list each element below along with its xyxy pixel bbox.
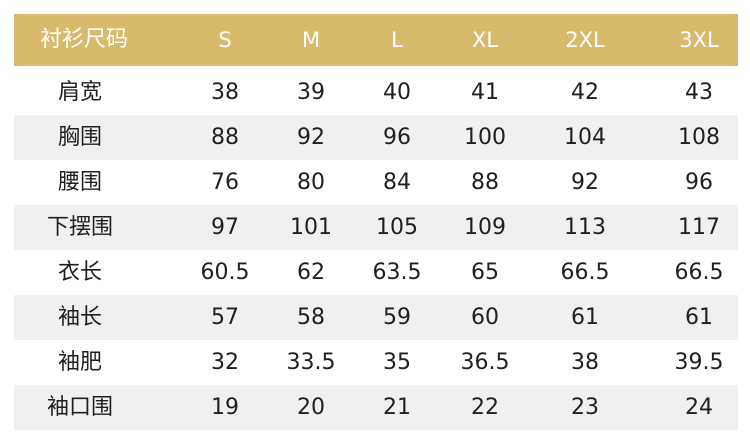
table-cell: 92: [297, 125, 325, 150]
header-cell-3xl: 3XL: [679, 28, 719, 52]
table-cell: 24: [685, 395, 713, 420]
table-cell: 63.5: [372, 260, 422, 285]
table-cell: 60: [471, 305, 499, 330]
table-cell: 96: [383, 125, 411, 150]
table-cell: 88: [211, 125, 239, 150]
table-cell: 36.5: [460, 350, 510, 375]
table-cell: 38: [211, 80, 239, 105]
table-cell: 40: [383, 80, 411, 105]
table-cell: 117: [678, 215, 720, 240]
table-cell: 38: [571, 350, 599, 375]
row-label: 胸围: [57, 125, 102, 150]
table-cell: 42: [571, 80, 599, 105]
table-cell: 101: [290, 215, 332, 240]
table-cell: 113: [564, 215, 606, 240]
header-row: 衬衫尺码 S M L XL 2XL 3XL: [14, 14, 738, 66]
table-cell: 100: [464, 125, 506, 150]
table-cell: 43: [685, 80, 713, 105]
header-cell-xl: XL: [471, 28, 499, 52]
table-cell: 76: [211, 170, 239, 195]
table-row-sleeve-length: 袖长 57 58 59 60 61 61: [14, 295, 738, 340]
table-cell: 57: [211, 305, 239, 330]
table-row-shoulder-width: 肩宽 38 39 40 41 42 43: [14, 70, 738, 115]
table-cell: 23: [571, 395, 599, 420]
table-cell: 96: [685, 170, 713, 195]
table-cell: 66.5: [674, 260, 724, 285]
header-cell-2xl: 2XL: [565, 28, 605, 52]
row-label: 袖肥: [57, 350, 102, 375]
table-cell: 22: [471, 395, 499, 420]
table-row-length: 衣长 60.5 62 63.5 65 66.5 66.5: [14, 250, 738, 295]
table-row-cuff: 袖口围 19 20 21 22 23 24: [14, 385, 738, 430]
table-cell: 66.5: [560, 260, 610, 285]
table-cell: 60.5: [200, 260, 250, 285]
size-chart-table: 衬衫尺码 S M L XL 2XL 3XL 肩宽 38 39 40 41 42 …: [14, 14, 738, 430]
table-cell: 105: [376, 215, 418, 240]
header-cell-shirt-size: 衬衫尺码: [39, 27, 128, 52]
row-label: 袖口围: [46, 395, 113, 420]
row-label: 下摆围: [46, 215, 113, 240]
table-cell: 80: [297, 170, 325, 195]
table-cell: 61: [571, 305, 599, 330]
table-cell: 97: [211, 215, 239, 240]
table-cell: 92: [571, 170, 599, 195]
table-cell: 21: [383, 395, 411, 420]
row-label: 衣长: [57, 260, 102, 285]
table-cell: 109: [464, 215, 506, 240]
table-cell: 58: [297, 305, 325, 330]
table-row-waist: 腰围 76 80 84 88 92 96: [14, 160, 738, 205]
table-cell: 108: [678, 125, 720, 150]
row-label: 腰围: [57, 170, 102, 195]
table-cell: 41: [471, 80, 499, 105]
table-row-chest: 胸围 88 92 96 100 104 108: [14, 115, 738, 160]
table-cell: 19: [211, 395, 239, 420]
table-cell: 35: [383, 350, 411, 375]
table-cell: 39: [297, 80, 325, 105]
table-cell: 62: [297, 260, 325, 285]
table-row-sleeve-width: 袖肥 32 33.5 35 36.5 38 39.5: [14, 340, 738, 385]
table-row-hem: 下摆围 97 101 105 109 113 117: [14, 205, 738, 250]
table-cell: 84: [383, 170, 411, 195]
table-cell: 88: [471, 170, 499, 195]
row-label: 肩宽: [57, 80, 102, 105]
table-cell: 104: [564, 125, 606, 150]
table-cell: 20: [297, 395, 325, 420]
table-cell: 32: [211, 350, 239, 375]
table-cell: 65: [471, 260, 499, 285]
table-cell: 39.5: [674, 350, 724, 375]
header-cell-m: M: [301, 28, 321, 52]
row-label: 袖长: [57, 305, 102, 330]
table-cell: 59: [383, 305, 411, 330]
table-cell: 33.5: [286, 350, 336, 375]
header-cell-s: S: [218, 28, 232, 52]
table-cell: 61: [685, 305, 713, 330]
header-cell-l: L: [391, 28, 403, 52]
